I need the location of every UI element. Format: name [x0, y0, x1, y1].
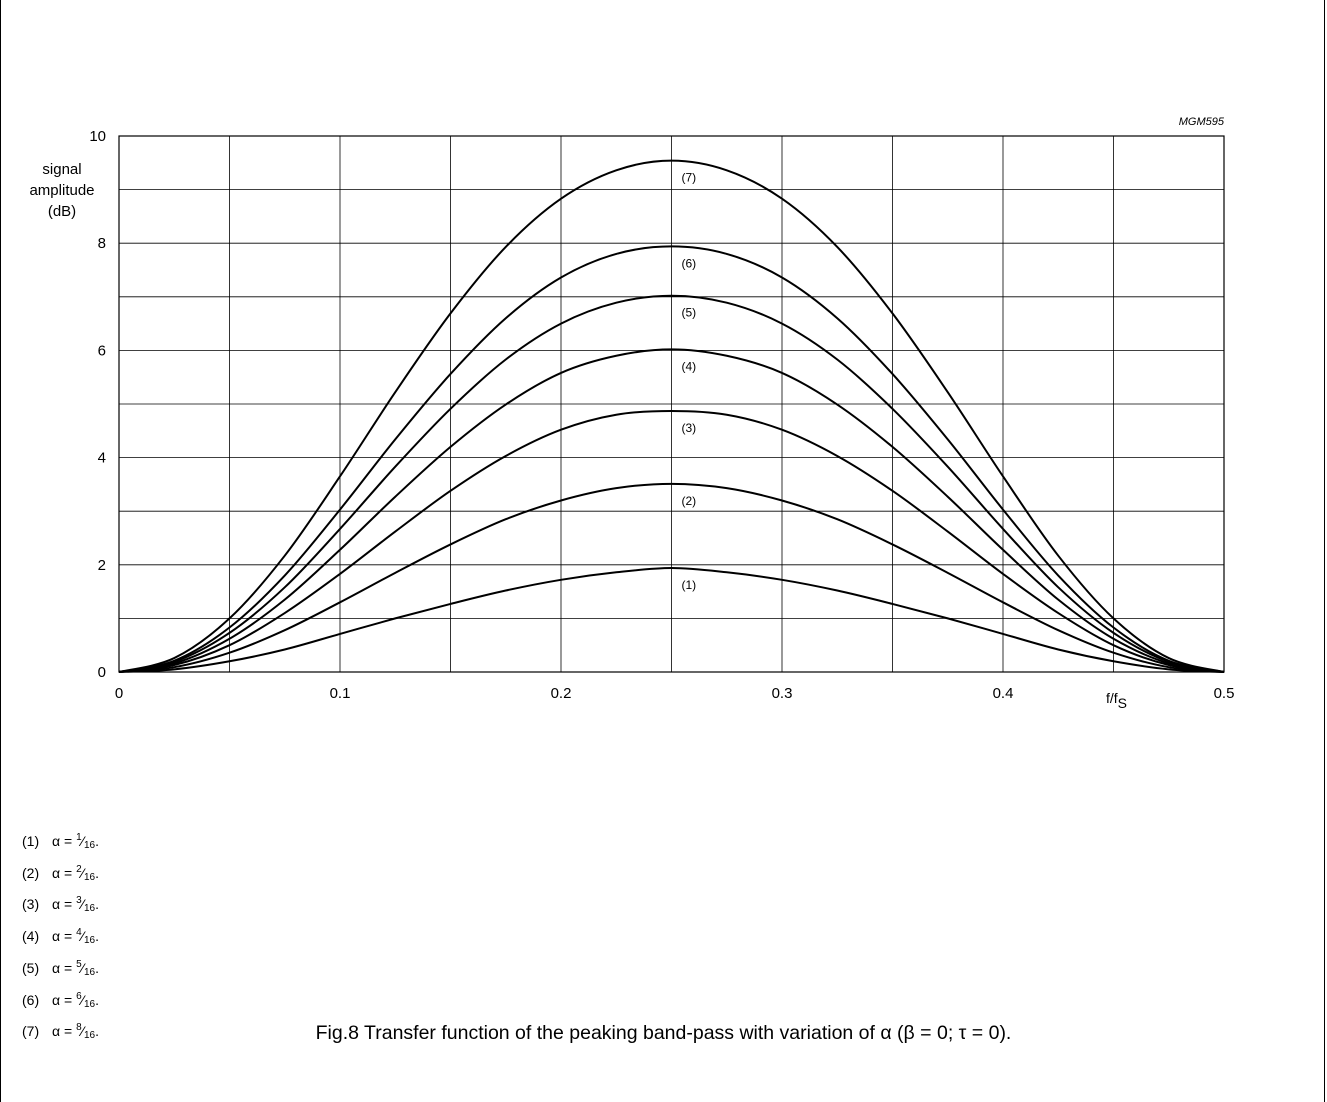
y-axis-label: (dB)	[48, 203, 76, 220]
legend-prefix: α =	[52, 896, 77, 913]
legend-suffix: .	[95, 991, 99, 1008]
x-tick-label: 0.1	[330, 685, 351, 702]
series-line	[118, 409, 1225, 673]
legend-numerator: 1	[76, 832, 82, 843]
legend-item: (6) α = 6⁄16.	[22, 985, 99, 1017]
legend-number: (4)	[22, 928, 40, 945]
legend-prefix: α =	[52, 864, 77, 881]
legend-numerator: 6	[76, 990, 82, 1002]
legend-prefix: α =	[52, 1023, 77, 1040]
x-axis-label: f/fS	[1106, 690, 1127, 711]
legend-denominator: 16	[83, 840, 96, 851]
series-line	[118, 348, 1225, 673]
legend-number: (1)	[22, 833, 40, 849]
legend-number: (3)	[22, 896, 40, 913]
legend-item: (4) α = 4⁄16.	[22, 921, 99, 953]
legend-numerator: 4	[76, 927, 82, 939]
x-tick-label: 0.5	[1214, 685, 1235, 702]
legend-denominator: 16	[83, 935, 96, 947]
legend-denominator: 16	[83, 903, 96, 915]
y-tick-label: 2	[98, 557, 106, 574]
legend-numerator: 8	[76, 1022, 82, 1034]
curve-label: (5)	[682, 306, 697, 320]
legend-suffix: .	[95, 864, 99, 881]
legend-suffix: .	[95, 959, 99, 976]
legend-number: (6)	[22, 991, 40, 1008]
legend-item: (1) α = 1⁄16.	[22, 826, 99, 858]
series-line	[118, 567, 1225, 673]
legend-denominator: 16	[83, 1030, 96, 1042]
y-axis-label: signal	[42, 161, 81, 178]
series-line	[118, 294, 1225, 673]
legend-denominator: 16	[83, 966, 96, 978]
curve-label: (4)	[682, 359, 697, 373]
legend-prefix: α =	[52, 959, 77, 976]
series-line	[118, 245, 1225, 673]
x-tick-label: 0	[115, 685, 123, 702]
legend-number: (5)	[22, 959, 40, 976]
series-line	[118, 482, 1225, 673]
y-tick-label: 10	[89, 128, 106, 145]
y-axis-label: amplitude	[29, 182, 94, 199]
figure-caption: Fig.8 Transfer function of the peaking b…	[315, 1022, 1012, 1044]
figure-id-label: MGM595	[1179, 116, 1225, 128]
legend-prefix: α =	[52, 991, 77, 1008]
legend-numerator: 2	[76, 863, 82, 875]
curve-label: (1)	[682, 578, 697, 592]
y-tick-label: 4	[98, 450, 106, 467]
legend-numerator: 5	[76, 958, 82, 970]
legend-suffix: .	[95, 896, 99, 913]
legend-denominator: 16	[83, 998, 96, 1010]
x-tick-label: 0.2	[551, 685, 572, 702]
legend-item: (2) α = 2⁄16.	[22, 858, 99, 890]
curve-label: (7)	[682, 171, 697, 185]
legend-item: (5) α = 5⁄16.	[22, 953, 99, 985]
y-tick-label: 6	[98, 342, 106, 359]
series-line	[118, 159, 1225, 673]
legend-item: (3) α = 3⁄16.	[22, 889, 99, 921]
curve-label: (6)	[682, 256, 697, 270]
legend-number: (2)	[22, 864, 40, 881]
legend: (1) α = 1⁄16. (2) α = 2⁄16. (3) α = 3⁄16. (…	[22, 826, 99, 1048]
legend-suffix: .	[95, 1023, 99, 1040]
legend-denominator: 16	[83, 871, 96, 883]
legend-item: (7) α = 8⁄16.	[22, 1016, 99, 1048]
legend-prefix: α =	[52, 833, 77, 849]
y-tick-label: 0	[98, 664, 106, 681]
y-tick-label: 8	[98, 235, 106, 252]
x-tick-label: 0.3	[772, 685, 793, 702]
curve-label: (3)	[682, 421, 697, 435]
legend-number: (7)	[22, 1023, 40, 1040]
legend-suffix: .	[95, 833, 99, 849]
plot-area-border	[118, 135, 1225, 673]
legend-prefix: α =	[52, 928, 77, 945]
x-tick-label: 0.4	[993, 685, 1014, 702]
legend-numerator: 3	[76, 895, 82, 907]
curve-label: (2)	[682, 494, 697, 508]
legend-suffix: .	[95, 928, 99, 945]
